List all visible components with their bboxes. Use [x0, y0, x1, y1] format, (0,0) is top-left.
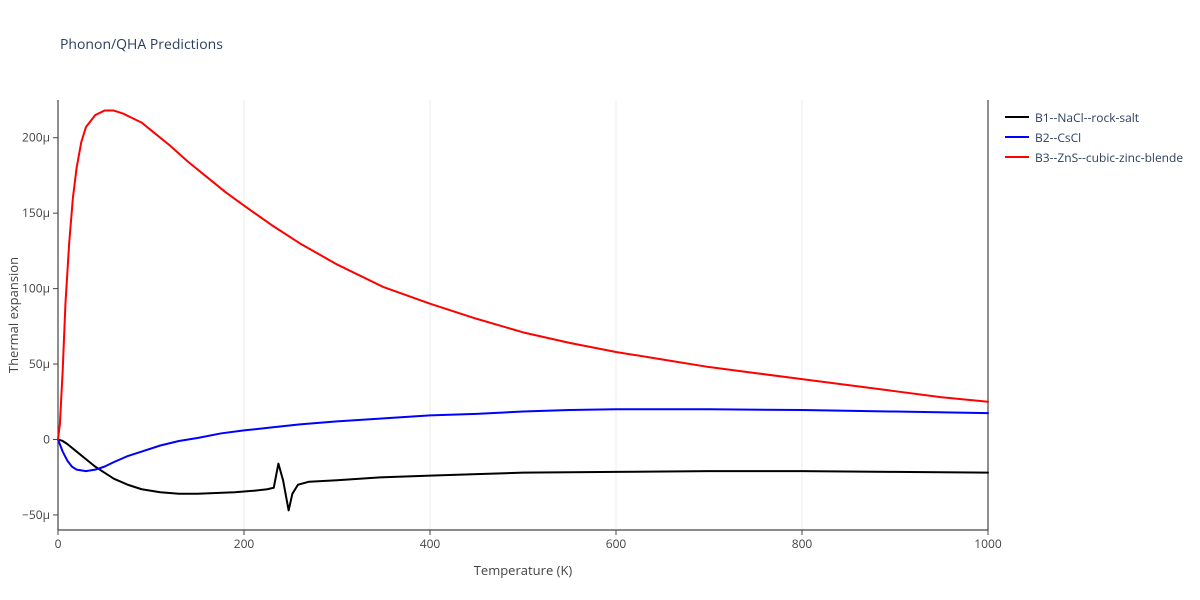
y-tick-label: 150μ [22, 204, 50, 221]
x-tick-label: 200 [234, 535, 255, 552]
legend-swatch-1 [1005, 136, 1029, 138]
legend-item-0[interactable]: B1--NaCl--rock-salt [1005, 108, 1183, 126]
chart-title: Phonon/QHA Predictions [60, 35, 223, 54]
legend-item-2[interactable]: B3--ZnS--cubic-zinc-blende [1005, 148, 1183, 166]
legend-label-1: B2--CsCl [1035, 129, 1081, 146]
y-tick-label: −50μ [22, 506, 50, 523]
x-axis-label: Temperature (K) [474, 561, 573, 579]
series-line-1[interactable] [58, 409, 988, 471]
x-tick-label: 800 [792, 535, 813, 552]
x-tick-label: 400 [420, 535, 441, 552]
legend-swatch-2 [1005, 156, 1029, 158]
series-line-2[interactable] [58, 111, 988, 440]
legend-swatch-0 [1005, 116, 1029, 118]
series-line-0[interactable] [58, 439, 988, 510]
x-tick-label: 1000 [974, 535, 1002, 552]
y-axis-label: Thermal expansion [4, 257, 22, 373]
y-tick-label: 0 [43, 430, 50, 447]
y-tick-label: 100μ [22, 280, 50, 297]
y-tick-label: 200μ [22, 129, 50, 146]
legend-item-1[interactable]: B2--CsCl [1005, 128, 1183, 146]
legend-label-2: B3--ZnS--cubic-zinc-blende [1035, 149, 1183, 166]
legend: B1--NaCl--rock-salt B2--CsCl B3--ZnS--cubi… [1005, 108, 1183, 168]
y-tick-label: 50μ [29, 355, 50, 372]
x-tick-label: 0 [55, 535, 62, 552]
thermal-expansion-chart: 0 200 400 600 800 1000 −50μ 0 50μ 100μ 150μ 200μ Tem… [0, 0, 1200, 600]
x-tick-label: 600 [606, 535, 627, 552]
legend-label-0: B1--NaCl--rock-salt [1035, 109, 1139, 126]
